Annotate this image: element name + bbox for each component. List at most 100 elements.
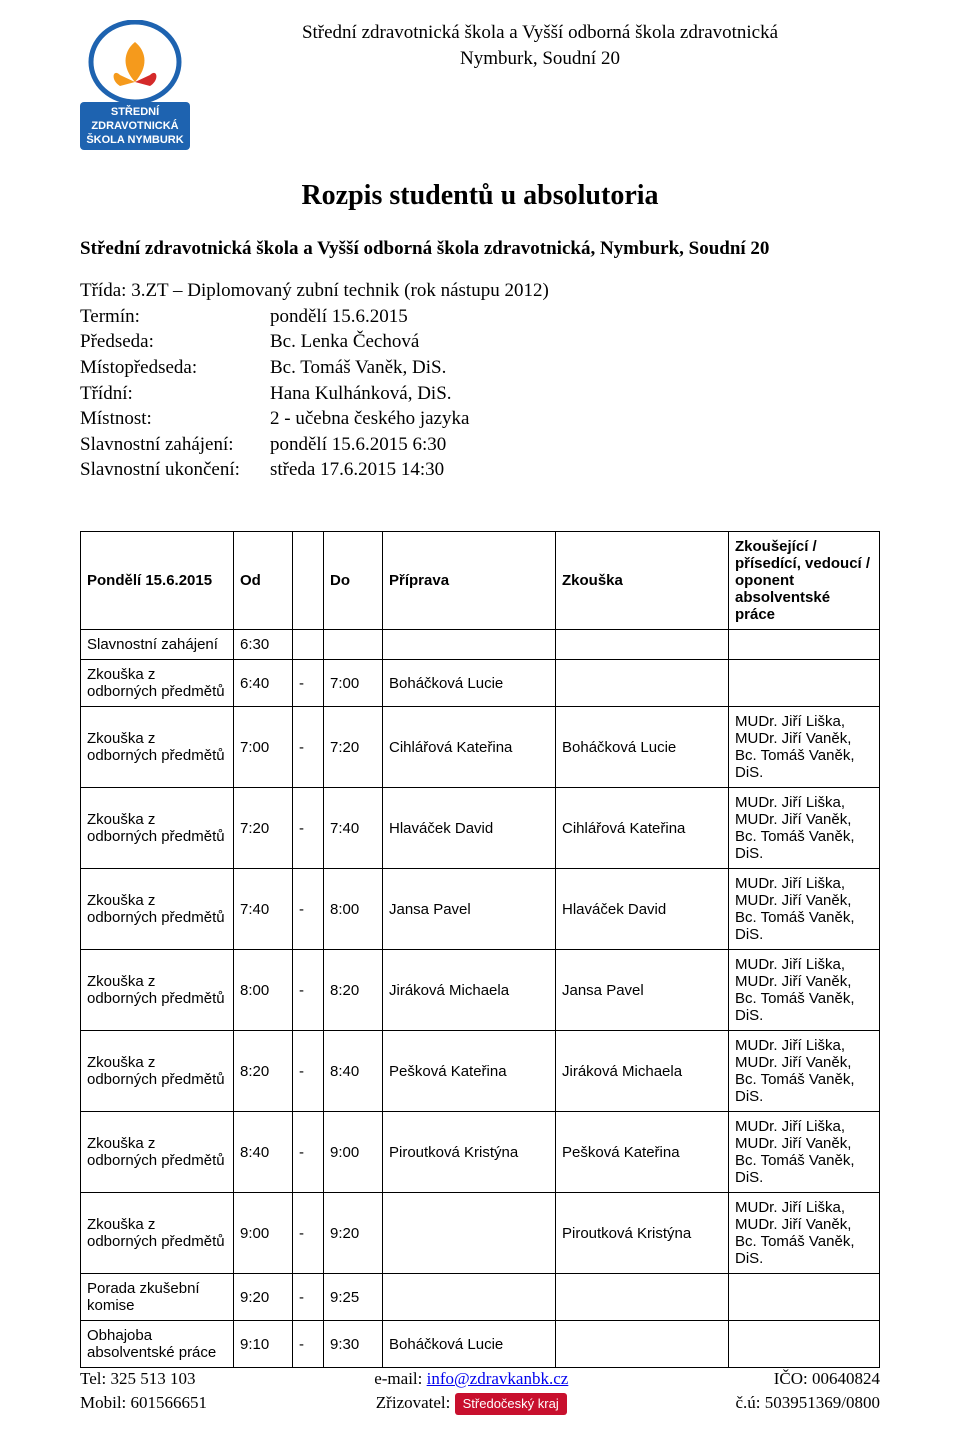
cell-dash: - (293, 950, 324, 1031)
header-line-2: Nymburk, Soudní 20 (200, 46, 880, 72)
info-block: Třída: 3.ZT – Diplomovaný zubní technik … (80, 278, 880, 483)
table-row: Zkouška z odborných předmětů7:20-7:40Hla… (81, 788, 880, 869)
table-row: Zkouška z odborných předmětů8:00-8:20Jir… (81, 950, 880, 1031)
cell-prep: Hlaváček David (383, 788, 556, 869)
table-row: Zkouška z odborných předmětů7:00-7:20Cih… (81, 707, 880, 788)
ico-value: 00640824 (812, 1369, 880, 1388)
termin-value: pondělí 15.6.2015 (270, 304, 880, 330)
cell-event: Zkouška z odborných předmětů (81, 1112, 234, 1193)
cell-od: 9:20 (234, 1274, 293, 1321)
footer: Tel: 325 513 103 Mobil: 601566651 e-mail… (80, 1367, 880, 1415)
cell-event: Zkouška z odborných předmětů (81, 707, 234, 788)
cell-dash: - (293, 660, 324, 707)
cell-od: 8:00 (234, 950, 293, 1031)
cell-do: 9:25 (324, 1274, 383, 1321)
predseda-label: Předseda: (80, 329, 270, 355)
cell-exam (556, 1321, 729, 1368)
table-row: Slavnostní zahájení6:30 (81, 630, 880, 660)
cell-exam (556, 630, 729, 660)
table-row: Zkouška z odborných předmětů8:20-8:40Peš… (81, 1031, 880, 1112)
cell-od: 6:40 (234, 660, 293, 707)
mobil-value: 601566651 (131, 1393, 208, 1412)
cell-od: 8:20 (234, 1031, 293, 1112)
mistnost-label: Místnost: (80, 406, 270, 432)
schedule-table: Pondělí 15.6.2015 Od Do Příprava Zkouška… (80, 531, 880, 1368)
mistnost-value: 2 - učebna českého jazyka (270, 406, 880, 432)
cell-exam: Pešková Kateřina (556, 1112, 729, 1193)
school-logo-icon: STŘEDNÍ ZDRAVOTNICKÁ ŠKOLA NYMBURK (80, 20, 190, 150)
cell-prep: Jansa Pavel (383, 869, 556, 950)
logo-text-2: ZDRAVOTNICKÁ (91, 119, 178, 132)
trida-label: Třída: (80, 280, 126, 301)
cell-examiners: MUDr. Jiří Liška, MUDr. Jiří Vaněk, Bc. … (729, 950, 880, 1031)
mistopredseda-value: Bc. Tomáš Vaněk, DiS. (270, 355, 880, 381)
cell-prep: Cihlářová Kateřina (383, 707, 556, 788)
cell-examiners: MUDr. Jiří Liška, MUDr. Jiří Vaněk, Bc. … (729, 869, 880, 950)
ukonceni-value: středa 17.6.2015 14:30 (270, 457, 880, 483)
th-zkouska: Zkouška (556, 532, 729, 630)
header: STŘEDNÍ ZDRAVOTNICKÁ ŠKOLA NYMBURK Střed… (80, 20, 880, 150)
th-priprava: Příprava (383, 532, 556, 630)
footer-right: IČO: 00640824 č.ú: 503951369/0800 (735, 1367, 880, 1415)
cell-prep: Jiráková Michaela (383, 950, 556, 1031)
table-row: Zkouška z odborných předmětů7:40-8:00Jan… (81, 869, 880, 950)
footer-left: Tel: 325 513 103 Mobil: 601566651 (80, 1367, 207, 1415)
cell-od: 7:40 (234, 869, 293, 950)
cell-dash: - (293, 1031, 324, 1112)
cell-do: 7:00 (324, 660, 383, 707)
cu-label: č.ú: (735, 1393, 760, 1412)
th-examiners: Zkoušející / přísedící, vedoucí / oponen… (729, 532, 880, 630)
footer-center: e-mail: info@zdravkanbk.cz Zřizovatel: S… (374, 1367, 568, 1415)
cell-prep: Pešková Kateřina (383, 1031, 556, 1112)
tridni-label: Třídní: (80, 381, 270, 407)
cell-prep (383, 1274, 556, 1321)
cell-do: 9:30 (324, 1321, 383, 1368)
cell-do (324, 630, 383, 660)
cell-dash: - (293, 1321, 324, 1368)
cell-exam: Boháčková Lucie (556, 707, 729, 788)
cell-exam: Hlaváček David (556, 869, 729, 950)
cell-event: Zkouška z odborných předmětů (81, 950, 234, 1031)
cell-examiners: MUDr. Jiří Liška, MUDr. Jiří Vaněk, Bc. … (729, 1193, 880, 1274)
logo-text-1: STŘEDNÍ (111, 105, 160, 118)
email-label: e-mail: (374, 1369, 422, 1388)
cell-dash (293, 630, 324, 660)
cell-dash: - (293, 707, 324, 788)
cell-od: 9:00 (234, 1193, 293, 1274)
cell-dash: - (293, 788, 324, 869)
tel-value: 325 513 103 (110, 1369, 195, 1388)
table-row: Porada zkušební komise9:20-9:25 (81, 1274, 880, 1321)
predseda-value: Bc. Lenka Čechová (270, 329, 880, 355)
table-row: Zkouška z odborných předmětů9:00-9:20Pir… (81, 1193, 880, 1274)
mobil-label: Mobil: (80, 1393, 126, 1412)
cell-dash: - (293, 1274, 324, 1321)
cell-prep (383, 1193, 556, 1274)
ukonceni-label: Slavnostní ukončení: (80, 457, 270, 483)
cell-od: 7:20 (234, 788, 293, 869)
cell-examiners: MUDr. Jiří Liška, MUDr. Jiří Vaněk, Bc. … (729, 707, 880, 788)
cell-event: Zkouška z odborných předmětů (81, 1193, 234, 1274)
cell-examiners: MUDr. Jiří Liška, MUDr. Jiří Vaněk, Bc. … (729, 1031, 880, 1112)
cell-do: 8:20 (324, 950, 383, 1031)
cell-do: 9:20 (324, 1193, 383, 1274)
table-row: Obhajoba absolventské práce9:10-9:30Bohá… (81, 1321, 880, 1368)
page-title: Rozpis studentů u absolutoria (80, 180, 880, 212)
cell-prep (383, 630, 556, 660)
table-row: Zkouška z odborných předmětů6:40-7:00Boh… (81, 660, 880, 707)
th-od: Od (234, 532, 293, 630)
cell-do: 9:00 (324, 1112, 383, 1193)
cell-event: Porada zkušební komise (81, 1274, 234, 1321)
cell-event: Obhajoba absolventské práce (81, 1321, 234, 1368)
cell-dash: - (293, 1193, 324, 1274)
cell-od: 6:30 (234, 630, 293, 660)
cell-od: 8:40 (234, 1112, 293, 1193)
cell-exam: Jansa Pavel (556, 950, 729, 1031)
zahajeni-value: pondělí 15.6.2015 6:30 (270, 432, 880, 458)
email-link[interactable]: info@zdravkanbk.cz (427, 1369, 569, 1388)
cell-od: 7:00 (234, 707, 293, 788)
cell-examiners (729, 630, 880, 660)
header-line-1: Střední zdravotnická škola a Vyšší odbor… (200, 20, 880, 46)
mistopredseda-label: Místopředseda: (80, 355, 270, 381)
table-header-row: Pondělí 15.6.2015 Od Do Příprava Zkouška… (81, 532, 880, 630)
cell-event: Zkouška z odborných předmětů (81, 660, 234, 707)
